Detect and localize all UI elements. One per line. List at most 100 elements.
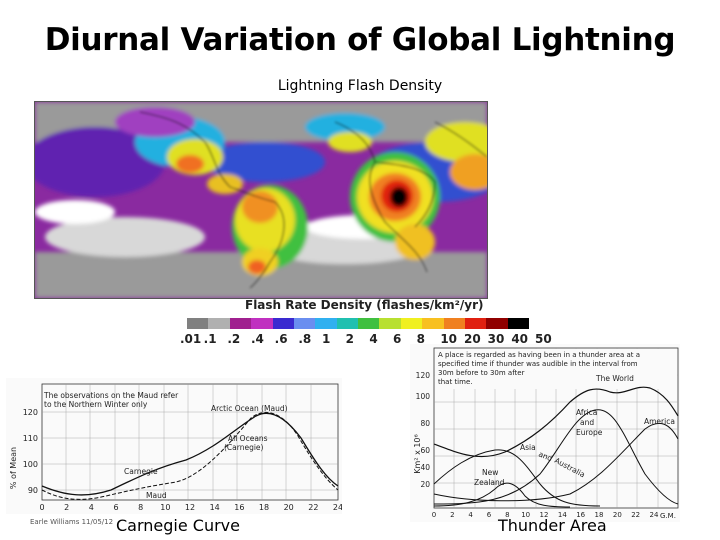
x-tick-label: 0 bbox=[39, 503, 44, 512]
carnegie-ylabel: % of Mean bbox=[9, 447, 18, 489]
thunder-ytick: 80 bbox=[420, 419, 430, 428]
x-tick-label: 14 bbox=[210, 503, 220, 512]
x-tick-label: 2 bbox=[450, 511, 454, 519]
thunder-label-new-zealand-1: New bbox=[482, 468, 498, 477]
maud-curve-line bbox=[41, 411, 339, 500]
x-tick-label: 22 bbox=[631, 511, 640, 519]
x-tick-label: 10 bbox=[521, 511, 530, 519]
legend-tick-label: .2 bbox=[227, 332, 241, 346]
legend-tick-label: 8 bbox=[416, 332, 426, 346]
legend-swatch bbox=[187, 318, 209, 329]
world-curve-line bbox=[433, 386, 679, 458]
legend-swatch bbox=[422, 318, 444, 329]
legend-swatch bbox=[336, 318, 358, 329]
x-tick-label: 6 bbox=[113, 503, 118, 512]
x-tick-label: 0 bbox=[432, 511, 436, 519]
asia-australia-curve-line bbox=[433, 449, 601, 507]
legend-tick-label: .8 bbox=[298, 332, 312, 346]
carnegie-label-carnegie: Carnegie bbox=[124, 467, 158, 476]
carnegie-ytick: 110 bbox=[23, 434, 38, 443]
map-legend-ticks: .01.1 .2 .4 .6 .8 1 2 4 6 8 10 20 30 40 50 bbox=[176, 332, 552, 348]
thunder-ytick: 40 bbox=[420, 463, 430, 472]
thunder-label-europe: Europe bbox=[576, 428, 603, 437]
carnegie-curve-chart: % of Mean The observations on the Maud r… bbox=[6, 378, 343, 514]
x-tick-label: 4 bbox=[468, 511, 473, 519]
thunder-x-ticks: 0 2 4 6 8 10 12 14 16 18 20 22 24 bbox=[432, 511, 659, 519]
legend-swatch bbox=[486, 318, 508, 329]
x-tick-label: 12 bbox=[185, 503, 195, 512]
legend-tick-label: .6 bbox=[274, 332, 288, 346]
thunder-label-new-zealand-2: Zealand bbox=[474, 478, 505, 487]
slide-title: Diurnal Variation of Global Lightning bbox=[44, 22, 676, 58]
legend-tick-label: 2 bbox=[345, 332, 355, 346]
x-tick-label: 18 bbox=[595, 511, 604, 519]
legend-tick-label: 6 bbox=[393, 332, 402, 346]
legend-swatch bbox=[464, 318, 487, 329]
carnegie-curve-line bbox=[41, 412, 339, 496]
x-tick-label: 4 bbox=[89, 503, 94, 512]
legend-tick-label: 30 bbox=[487, 332, 505, 346]
carnegie-x-ticks: 0 2 4 6 8 10 12 14 16 18 20 22 24 bbox=[39, 503, 343, 512]
carnegie-ytick: 100 bbox=[23, 460, 38, 469]
carnegie-label-maud: Maud bbox=[146, 491, 167, 500]
thunder-ytick: 60 bbox=[420, 446, 430, 455]
x-tick-label: 8 bbox=[138, 503, 143, 512]
legend-tick-label: 20 bbox=[464, 332, 481, 346]
legend-swatch bbox=[229, 318, 252, 329]
legend-tick-label: .01 bbox=[180, 332, 202, 346]
legend-swatch bbox=[443, 318, 465, 329]
thunder-ytick: 120 bbox=[416, 371, 431, 380]
new-zealand-curve-line bbox=[433, 482, 571, 508]
legend-swatch bbox=[293, 318, 316, 329]
legend-swatch bbox=[251, 318, 273, 329]
x-tick-label: 8 bbox=[505, 511, 509, 519]
africa-europe-curve-line bbox=[433, 409, 679, 505]
legend-swatch bbox=[400, 318, 423, 329]
map-legend-colorbar bbox=[187, 318, 529, 329]
carnegie-label-all-oceans-sub: (Carnegie) bbox=[224, 443, 264, 452]
caption-thunder-area: Thunder Area bbox=[498, 516, 607, 535]
legend-swatch bbox=[358, 318, 380, 329]
legend-tick-label: 1 bbox=[322, 332, 331, 346]
x-tick-label: 20 bbox=[284, 503, 294, 512]
thunder-header-line3: 30m before to 30m after bbox=[438, 369, 525, 377]
x-tick-label: 20 bbox=[613, 511, 622, 519]
carnegie-ytick: 120 bbox=[23, 408, 38, 417]
x-tick-label: 24 bbox=[333, 503, 342, 512]
density-map-image bbox=[35, 102, 487, 298]
legend-tick-label: .1 bbox=[203, 332, 217, 346]
legend-swatch bbox=[379, 318, 401, 329]
legend-swatch bbox=[507, 318, 529, 329]
thunder-header-line1: A place is regarded as having been in a … bbox=[438, 351, 640, 359]
lightning-density-map bbox=[34, 101, 488, 299]
thunder-ylabel: Km² x 10⁶ bbox=[413, 434, 422, 473]
legend-tick-label: 10 bbox=[440, 332, 458, 346]
thunder-label-america: America bbox=[644, 417, 675, 426]
carnegie-label-all-oceans: All Oceans bbox=[228, 434, 268, 443]
thunder-area-chart: Km² x 10⁶ A place is regarded as having … bbox=[410, 344, 680, 522]
x-tick-label: 22 bbox=[308, 503, 318, 512]
legend-tick-label: .4 bbox=[251, 332, 264, 346]
x-tick-label: 24 bbox=[650, 511, 659, 519]
carnegie-ytick: 90 bbox=[28, 486, 38, 495]
thunder-label-africa: Africa bbox=[576, 408, 597, 417]
thunder-header-line2: specified time if thunder was audible in… bbox=[438, 360, 638, 368]
thunder-x-unit: G.M. bbox=[660, 512, 676, 520]
x-tick-label: 16 bbox=[234, 503, 244, 512]
carnegie-header-line2: to the Northern Winter only bbox=[44, 400, 148, 409]
legend-swatch bbox=[272, 318, 294, 329]
legend-tick-label: 4 bbox=[369, 332, 378, 346]
x-tick-label: 6 bbox=[487, 511, 492, 519]
thunder-label-world: The World bbox=[595, 374, 634, 383]
x-tick-label: 12 bbox=[540, 511, 549, 519]
x-tick-label: 2 bbox=[64, 503, 69, 512]
x-tick-label: 16 bbox=[576, 511, 585, 519]
thunder-label-and2: and bbox=[537, 450, 554, 464]
caption-carnegie-curve: Carnegie Curve bbox=[116, 516, 240, 535]
legend-swatch bbox=[315, 318, 337, 329]
legend-tick-label: 40 bbox=[511, 332, 529, 346]
legend-tick-label: 50 bbox=[535, 332, 552, 346]
thunder-label-and: and bbox=[580, 418, 594, 427]
america-curve-line bbox=[433, 422, 679, 502]
footer-credit: Earle Williams 11/05/12 bbox=[30, 518, 114, 526]
